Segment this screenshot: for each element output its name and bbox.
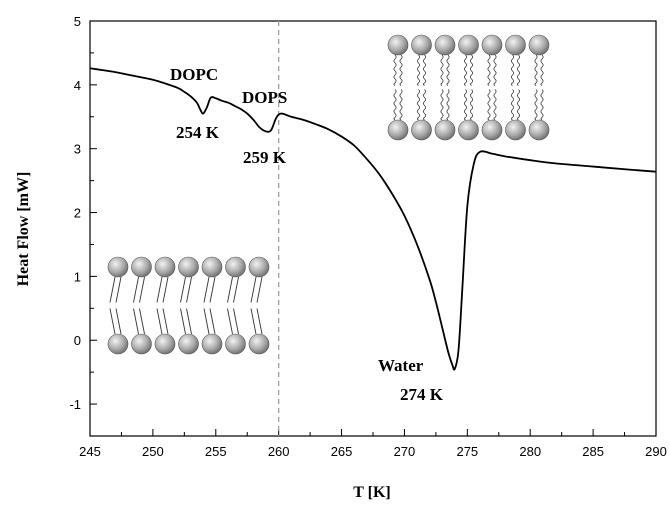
annotation-dopc-temp: 254 K xyxy=(176,123,220,142)
y-tick-label: 4 xyxy=(74,78,81,93)
x-tick-label: 260 xyxy=(268,444,290,459)
x-tick-label: 290 xyxy=(645,444,667,459)
x-tick-label: 280 xyxy=(519,444,541,459)
y-tick-label: 2 xyxy=(74,206,81,221)
x-tick-label: 285 xyxy=(582,444,604,459)
series-line-heat-flow xyxy=(89,67,657,371)
y-tick-label: 5 xyxy=(74,14,81,29)
y-axis-label: Heat Flow [mW] xyxy=(15,172,32,287)
annotation-water-temp: 274 K xyxy=(400,385,444,404)
y-tick-label: -1 xyxy=(69,397,81,412)
y-tick-label: 1 xyxy=(74,269,81,284)
x-tick-label: 275 xyxy=(456,444,478,459)
x-tick-label: 270 xyxy=(394,444,416,459)
y-tick-label: 0 xyxy=(74,333,81,348)
annotation-water: Water xyxy=(378,356,424,375)
lipid-bilayer-gel-icon xyxy=(107,256,270,355)
x-tick-label: 250 xyxy=(142,444,164,459)
annotation-dops-temp: 259 K xyxy=(243,148,287,167)
annotation-dops: DOPS xyxy=(242,88,287,107)
x-tick-label: 255 xyxy=(205,444,227,459)
lipid-bilayer-ordered-icon xyxy=(387,34,550,141)
y-tick-label: 3 xyxy=(74,142,81,157)
x-tick-label: 245 xyxy=(79,444,101,459)
x-tick-label: 265 xyxy=(331,444,353,459)
annotation-dopc: DOPC xyxy=(170,65,218,84)
x-axis-ticks: 245 250 255 260 265 270 275 280 285 290 xyxy=(79,429,667,459)
y-axis-ticks: -1 0 1 2 3 4 5 xyxy=(69,14,97,412)
x-axis-label: T [K] xyxy=(353,484,390,501)
